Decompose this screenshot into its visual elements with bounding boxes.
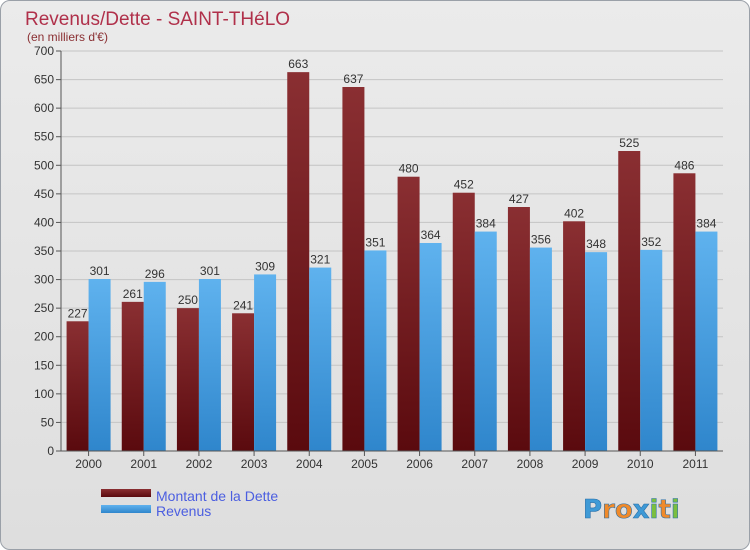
ytick-label-400: 400 <box>34 215 54 229</box>
bar-debt-2006 <box>397 176 420 451</box>
bar-revenus-2002 <box>198 279 221 451</box>
ytick-label-100: 100 <box>34 387 54 401</box>
ytick-label-0: 0 <box>47 444 54 458</box>
xtick-label-2005: 2005 <box>351 457 378 471</box>
ytick-label-450: 450 <box>34 187 54 201</box>
value-label-debt-2007: 452 <box>454 178 474 192</box>
bar-debt-2008 <box>507 207 530 451</box>
xtick-label-2004: 2004 <box>296 457 323 471</box>
chart-subtitle: (en milliers d'€) <box>27 30 108 44</box>
bar-debt-2005 <box>342 87 365 451</box>
xtick-label-2001: 2001 <box>130 457 157 471</box>
legend-swatch-revenus <box>101 505 151 513</box>
ytick-label-250: 250 <box>34 301 54 315</box>
ytick-label-50: 50 <box>41 415 55 429</box>
bar-revenus-2000 <box>88 279 111 451</box>
bar-revenus-2004 <box>309 267 332 451</box>
value-label-debt-2001: 261 <box>123 287 143 301</box>
bar-debt-2004 <box>287 72 310 452</box>
ytick-label-600: 600 <box>34 101 54 115</box>
bar-debt-2010 <box>618 151 641 451</box>
xtick-label-2007: 2007 <box>461 457 488 471</box>
value-label-revenus-2010: 352 <box>641 235 661 249</box>
value-label-revenus-2004: 321 <box>310 253 330 267</box>
ytick-label-200: 200 <box>34 330 54 344</box>
xtick-label-2009: 2009 <box>572 457 599 471</box>
chart-title: Revenus/Dette - SAINT-THéLO <box>25 9 290 30</box>
value-label-debt-2003: 241 <box>233 298 253 312</box>
value-label-debt-2005: 637 <box>343 72 363 86</box>
legend-label-debt: Montant de la Dette <box>156 488 278 504</box>
xtick-label-2000: 2000 <box>75 457 102 471</box>
ytick-label-550: 550 <box>34 130 54 144</box>
value-label-revenus-2009: 348 <box>586 237 606 251</box>
legend-swatch-debt <box>101 489 151 497</box>
bar-revenus-2009 <box>585 252 608 451</box>
bar-revenus-2003 <box>254 274 277 451</box>
value-label-revenus-2006: 364 <box>421 228 441 242</box>
ytick-label-700: 700 <box>34 44 54 58</box>
value-label-revenus-2005: 351 <box>365 235 385 249</box>
xtick-label-2010: 2010 <box>627 457 654 471</box>
bar-debt-2007 <box>452 192 475 451</box>
bar-revenus-2010 <box>640 249 663 451</box>
chart-grid <box>61 50 723 452</box>
value-label-revenus-2001: 296 <box>145 267 165 281</box>
bar-debt-2002 <box>176 308 199 451</box>
xtick-label-2011: 2011 <box>683 457 709 471</box>
bar-debt-2000 <box>66 321 89 451</box>
value-label-revenus-2003: 309 <box>255 259 275 273</box>
bar-debt-2003 <box>232 313 255 451</box>
value-label-revenus-2007: 384 <box>476 217 496 231</box>
proxiti-logo-text: Proxiti <box>583 495 680 525</box>
chart-axes: 0 50 100 150 200 250 300 350 400 450 500 550 600 650 7… <box>34 44 723 471</box>
value-label-debt-2008: 427 <box>509 192 529 206</box>
ytick-label-300: 300 <box>34 273 54 287</box>
value-label-debt-2000: 227 <box>68 306 88 320</box>
xtick-label-2008: 2008 <box>517 457 544 471</box>
value-label-revenus-2011: 384 <box>696 217 716 231</box>
ytick-label-650: 650 <box>34 73 54 87</box>
xtick-label-2006: 2006 <box>406 457 433 471</box>
bar-revenus-2005 <box>364 250 387 451</box>
value-label-debt-2010: 525 <box>619 136 639 150</box>
proxiti-logo: Proxiti <box>583 495 680 526</box>
value-label-debt-2011: 486 <box>674 158 694 172</box>
ytick-label-350: 350 <box>34 244 54 258</box>
value-label-revenus-2002: 301 <box>200 264 220 278</box>
value-label-revenus-2008: 356 <box>531 233 551 247</box>
chart-bars <box>66 72 718 452</box>
bar-revenus-2011 <box>695 231 718 451</box>
xtick-label-2003: 2003 <box>241 457 268 471</box>
bar-revenus-2006 <box>419 243 442 451</box>
value-label-debt-2009: 402 <box>564 206 584 220</box>
ytick-label-500: 500 <box>34 158 54 172</box>
bar-revenus-2007 <box>474 231 497 451</box>
bar-revenus-2001 <box>143 281 166 451</box>
chart-legend: Montant de la Dette Revenus <box>101 488 278 519</box>
bar-debt-2011 <box>673 173 696 452</box>
value-label-debt-2004: 663 <box>288 57 308 71</box>
bar-debt-2001 <box>121 301 144 451</box>
value-label-revenus-2000: 301 <box>90 264 110 278</box>
bar-debt-2009 <box>563 221 586 451</box>
value-label-debt-2002: 250 <box>178 293 198 307</box>
ytick-label-150: 150 <box>34 358 54 372</box>
legend-label-revenus: Revenus <box>156 503 211 519</box>
value-label-debt-2006: 480 <box>399 162 419 176</box>
bar-revenus-2008 <box>529 247 552 451</box>
xtick-label-2002: 2002 <box>186 457 213 471</box>
